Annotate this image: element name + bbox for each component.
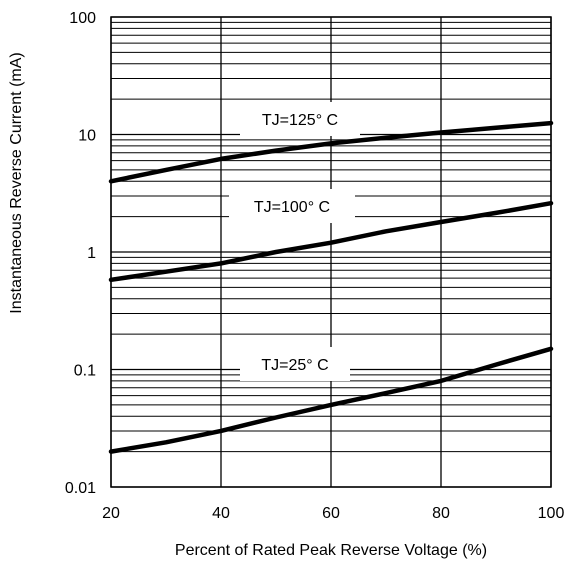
series-labels: TJ=125° C TJ=100° C TJ=25° C <box>229 102 360 381</box>
tick-labels: 20 40 60 80 100 0.01 0.1 1 10 100 <box>65 10 565 522</box>
series-label: TJ=125° C <box>262 112 338 129</box>
x-tick-label: 100 <box>538 505 565 522</box>
series-line <box>108 200 554 283</box>
x-axis-label: Percent of Rated Peak Reverse Voltage (%… <box>175 542 487 559</box>
y-tick-label: 100 <box>69 10 96 27</box>
x-tick-label: 60 <box>322 505 340 522</box>
y-tick-label: 10 <box>78 128 96 145</box>
y-tick-label: 0.01 <box>65 480 96 497</box>
x-tick-label: 20 <box>102 505 120 522</box>
data-series <box>108 120 554 454</box>
plot-frame <box>110 16 552 488</box>
series-label-bg <box>240 102 360 136</box>
series-label: TJ=25° C <box>261 357 328 374</box>
y-tick-label: 0.1 <box>74 363 96 380</box>
y-axis-label: Instantaneous Reverse Current (mA) <box>8 52 25 313</box>
x-tick-label: 40 <box>212 505 230 522</box>
y-tick-label: 1 <box>87 245 96 262</box>
x-tick-label: 80 <box>432 505 450 522</box>
series-label-bg <box>240 347 350 381</box>
series-label: TJ=100° C <box>254 199 330 216</box>
series-line <box>108 346 554 454</box>
series-line <box>108 120 554 184</box>
series-label-bg <box>229 189 355 223</box>
